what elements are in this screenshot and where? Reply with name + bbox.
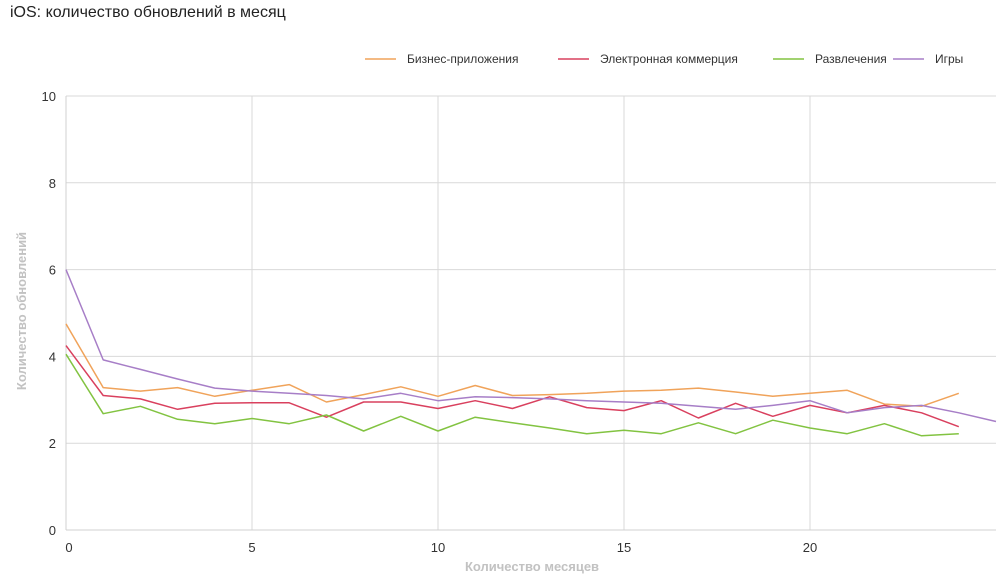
x-tick-label: 15 — [617, 540, 631, 555]
series-line-0 — [65, 323, 960, 408]
series-line-3 — [65, 269, 997, 423]
y-tick-label: 10 — [42, 89, 56, 104]
y-tick-label: 4 — [49, 349, 56, 364]
chart-title: iOS: количество обновлений в месяц — [10, 4, 286, 21]
y-tick-label: 2 — [49, 436, 56, 451]
y-axis-title: Количество обновлений — [14, 232, 29, 390]
x-tick-label: 0 — [65, 540, 72, 555]
x-tick-label: 10 — [431, 540, 445, 555]
legend: Бизнес-приложения Электронная коммерция Ра… — [365, 52, 963, 66]
y-tick-label: 0 — [49, 523, 56, 538]
y-tick-label: 8 — [49, 176, 56, 191]
x-tick-label: 5 — [248, 540, 255, 555]
legend-label[interactable]: Игры — [935, 52, 963, 66]
x-tick-label: 20 — [803, 540, 817, 555]
series-line-2 — [65, 353, 959, 437]
grid — [66, 95, 996, 531]
series — [65, 269, 997, 437]
legend-label[interactable]: Развлечения — [815, 52, 887, 66]
legend-label[interactable]: Электронная коммерция — [600, 52, 738, 66]
y-tick-label: 6 — [49, 263, 56, 278]
axes: 0 2 4 6 8 10 0 5 10 15 20 — [42, 89, 996, 555]
series-line-1 — [65, 345, 960, 428]
x-axis-title: Количество месяцев — [465, 559, 599, 574]
legend-label[interactable]: Бизнес-приложения — [407, 52, 518, 66]
